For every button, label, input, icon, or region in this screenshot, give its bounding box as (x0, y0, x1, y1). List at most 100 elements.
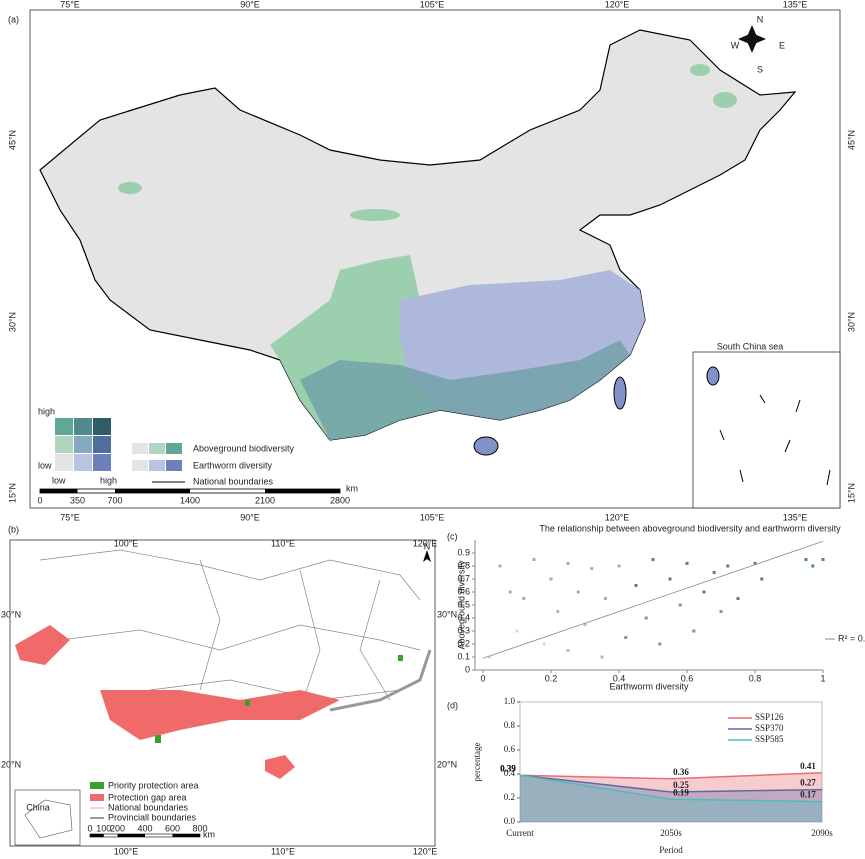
y-axis-label: percentage (472, 743, 482, 782)
legend-swatch (149, 443, 165, 454)
label: (a) (8, 14, 19, 24)
point (603, 597, 607, 600)
scale-label: 200 (110, 823, 125, 833)
legend-swatch (74, 436, 92, 453)
y-tick-label: 0.8 (504, 720, 516, 730)
chart-title: The relationship between aboveground bio… (539, 523, 841, 533)
legend-label: low (38, 460, 52, 470)
longitude-label: 120°E (413, 538, 438, 548)
latitude-label: 45°N (7, 130, 17, 150)
legend-label: Aboveground biodiversity (193, 443, 295, 453)
north-label: N (424, 541, 431, 551)
y-tick-label: 0.6 (504, 744, 516, 754)
scale-label: 400 (137, 823, 152, 833)
line (519, 774, 823, 803)
inset-frame (14, 789, 81, 846)
legend-swatch (93, 436, 111, 453)
point (566, 649, 570, 652)
longitude-label: 135°E (783, 0, 808, 9)
inset-label: China (26, 802, 50, 812)
x-tick-label: Current (506, 828, 534, 838)
legend-label: National boundaries (193, 476, 274, 486)
y-axis-label: Aboveground diversity (456, 560, 466, 650)
longitude-label: 90°E (240, 0, 260, 9)
latitude-label: 20°N (1, 759, 21, 769)
y-tick-label: 0.2 (457, 638, 470, 648)
trendline (482, 540, 824, 659)
point (522, 597, 526, 600)
legend-swatch (93, 454, 111, 471)
point (821, 558, 825, 561)
point (600, 655, 604, 659)
area (520, 772, 822, 822)
inset-boundary (719, 394, 831, 486)
x-tick-label: 0.8 (749, 673, 762, 683)
point (542, 642, 546, 646)
hainan (473, 436, 499, 456)
panel-label: (d) (447, 700, 458, 710)
data-label: 0.39 (500, 763, 516, 773)
y-tick-label: 1.0 (504, 696, 516, 706)
longitude-label: 135°E (783, 512, 808, 522)
legend-label: SSP585 (755, 734, 784, 744)
legend-label: National boundaries (108, 802, 189, 812)
data-label: 0.41 (800, 761, 816, 771)
r-squared: R² = 0.09 (838, 633, 865, 643)
point (488, 655, 492, 659)
y-tick-label: 0.6 (457, 586, 470, 596)
y-tick-label: 0.4 (504, 768, 516, 778)
x-axis-label: Earthworm diversity (609, 681, 689, 691)
scale-segment (115, 489, 190, 493)
legend-swatch (74, 454, 92, 471)
panel-label: (c) (447, 531, 458, 541)
point (712, 571, 716, 574)
longitude-label: 105°E (420, 0, 445, 9)
inset-map (24, 799, 73, 839)
legend-label: Protection gap area (108, 792, 187, 802)
legend-swatch (74, 418, 92, 435)
x-tick-label: 0.4 (613, 673, 626, 683)
point (576, 590, 580, 594)
legend-label: high (38, 406, 55, 416)
data-label: 0.39 (500, 763, 516, 773)
patch (713, 92, 737, 108)
compass-label: W (731, 40, 740, 50)
compass (738, 25, 766, 53)
data-label: 0.39 (500, 763, 516, 773)
point (583, 623, 587, 626)
scale-label: 700 (107, 495, 122, 505)
data-label: 0.17 (800, 790, 816, 800)
latitude-label: 15°N (7, 483, 17, 503)
scale-label: 800 (192, 823, 207, 833)
data-label: 0.25 (673, 780, 689, 790)
y-tick-label: 0.3 (457, 625, 470, 635)
legend-label: SSP370 (755, 723, 784, 733)
latitude-label: 30°N (1, 609, 21, 619)
taiwan (613, 376, 627, 410)
x-tick-label: 0.6 (681, 673, 694, 683)
point (719, 610, 723, 613)
line (519, 772, 823, 780)
latitude-label: 15°N (846, 483, 856, 503)
legend-label: Priority protection area (108, 780, 199, 790)
scale-segment (117, 834, 145, 837)
point (566, 561, 570, 565)
area (520, 775, 822, 822)
legend-swatch (55, 418, 73, 435)
legend-swatch (90, 794, 104, 801)
legend-swatch (166, 460, 182, 471)
longitude-label: 120°E (413, 846, 438, 856)
latitude-label: 30°N (437, 609, 457, 619)
x-tick-label: 0.2 (545, 673, 558, 683)
compass-label: E (779, 40, 785, 50)
point (702, 590, 706, 594)
point (549, 577, 553, 581)
y-tick-label: 0.7 (457, 573, 470, 583)
inset-title: South China sea (717, 341, 784, 351)
data-label: 0.36 (673, 767, 689, 777)
y-tick-label: 0.0 (504, 816, 516, 826)
scale-label: 0 (37, 495, 42, 505)
longitude-label: 105°E (420, 512, 445, 522)
patch (690, 64, 710, 76)
legend-label: SSP126 (755, 712, 784, 722)
